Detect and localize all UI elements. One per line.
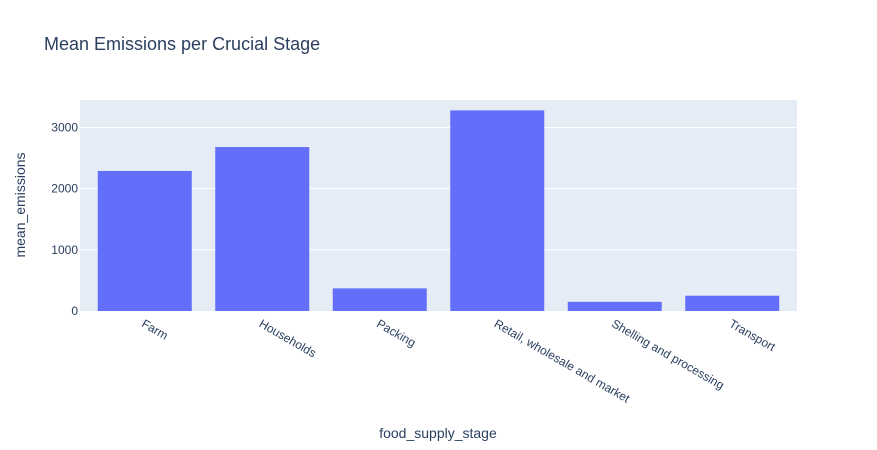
x-tick-label: Packing (374, 316, 418, 349)
y-axis-ticks: 0 1000 2000 3000 (51, 121, 78, 318)
grid-lines (80, 127, 797, 251)
y-axis-title: mean_emissions (12, 152, 28, 257)
bar-5 (685, 295, 780, 311)
x-tick-label: Shelling and processing (609, 316, 726, 392)
x-tick-label: Households (257, 316, 319, 360)
bar-4 (567, 301, 662, 311)
x-tick-label: Transport (727, 316, 779, 354)
chart-title: Mean Emissions per Crucial Stage (44, 34, 320, 54)
y-tick-label: 1000 (51, 243, 78, 257)
bar-0 (97, 170, 192, 311)
bar-1 (215, 147, 310, 311)
bar-3 (450, 110, 545, 312)
y-tick-label: 2000 (51, 182, 78, 196)
y-tick-label: 3000 (51, 121, 78, 135)
bars (97, 110, 780, 312)
bar-2 (332, 288, 427, 311)
y-tick-label: 0 (71, 304, 78, 318)
x-axis-title: food_supply_stage (379, 425, 497, 441)
x-axis-ticks: Farm Households Packing Retail, wholesale a… (139, 316, 778, 405)
x-tick-label: Farm (139, 316, 170, 342)
plot-area (80, 100, 797, 311)
